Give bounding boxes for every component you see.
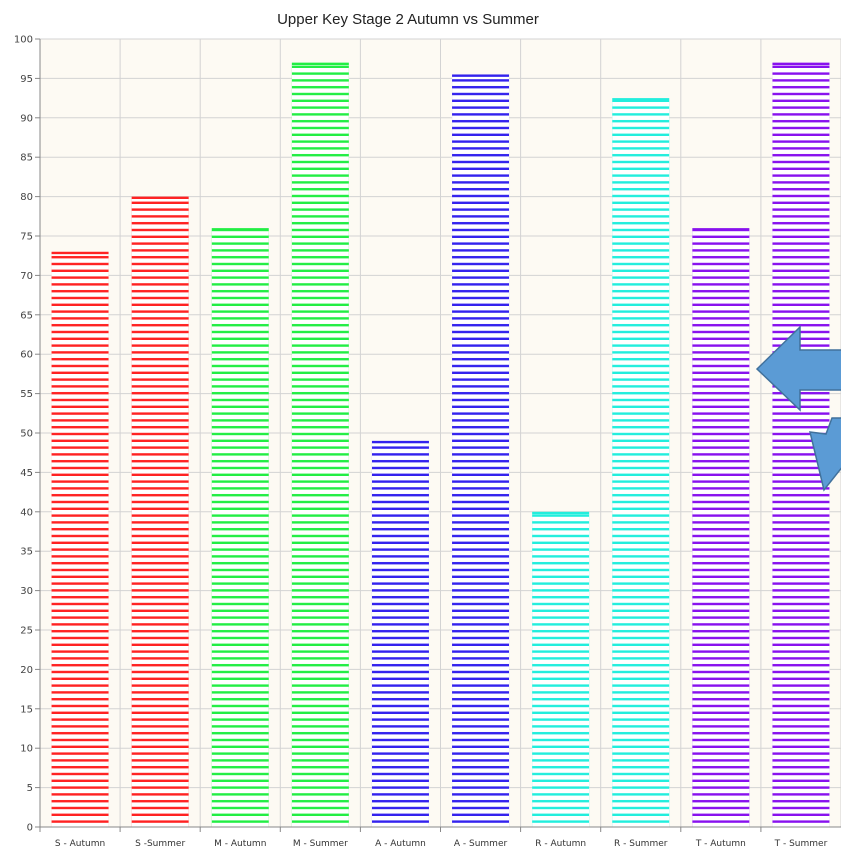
bar-stripes	[692, 230, 750, 827]
y-tick-label: 35	[20, 547, 33, 558]
y-tick-label: 40	[20, 507, 33, 518]
y-tick-label: 50	[20, 429, 33, 440]
x-tick-label: M - Autumn	[214, 839, 266, 849]
y-tick-label: 0	[27, 823, 33, 834]
annotation-arrows	[755, 325, 841, 492]
x-tick-label: T - Autumn	[695, 839, 746, 849]
y-tick-label: 55	[20, 389, 33, 400]
x-tick-label: A - Autumn	[375, 839, 426, 849]
y-tick-label: 100	[14, 35, 33, 46]
bar-stripes	[131, 199, 189, 827]
y-tick-label: 85	[20, 153, 33, 164]
x-tick-label: A - Summer	[454, 839, 508, 849]
down-arrow-shape	[809, 417, 841, 492]
bar-stripes	[371, 443, 429, 827]
y-tick-label: 30	[20, 586, 33, 597]
x-tick-label: M - Summer	[293, 839, 348, 849]
x-tick-label: T - Summer	[774, 839, 828, 849]
bars	[51, 62, 830, 827]
y-tick-label: 15	[20, 704, 33, 715]
bar-stripes	[532, 514, 590, 827]
y-tick-label: 25	[20, 626, 33, 637]
bar-stripes	[452, 76, 510, 827]
x-tick-label: R - Autumn	[535, 839, 586, 849]
y-tick-label: 70	[20, 271, 33, 282]
axes: 0 5 10 15 20 25 30 35 40 45 50 55 60 65 70 75 80 85 90 95 10…	[14, 35, 841, 849]
y-tick-label: 80	[20, 192, 33, 203]
y-tick-label: 65	[20, 310, 33, 321]
y-tick-label: 5	[27, 783, 33, 794]
x-tick-label: R - Summer	[614, 839, 668, 849]
y-tick-label: 45	[20, 468, 33, 479]
x-tick-label: S - Autumn	[55, 839, 105, 849]
y-tick-label: 60	[20, 350, 33, 361]
y-tick-label: 95	[20, 74, 33, 85]
y-tick-label: 20	[20, 665, 33, 676]
chart-title: Upper Key Stage 2 Autumn vs Summer	[277, 11, 539, 28]
bar-stripes	[612, 100, 670, 827]
left-arrow-shape	[755, 325, 841, 412]
y-tick-label: 75	[20, 232, 33, 243]
x-tick-label: S -Summer	[135, 839, 185, 849]
y-tick-label: 10	[20, 744, 33, 755]
bar-stripes	[51, 254, 109, 827]
bar-stripes	[291, 65, 349, 827]
y-tick-label: 90	[20, 113, 33, 124]
bar-stripes	[211, 230, 269, 827]
